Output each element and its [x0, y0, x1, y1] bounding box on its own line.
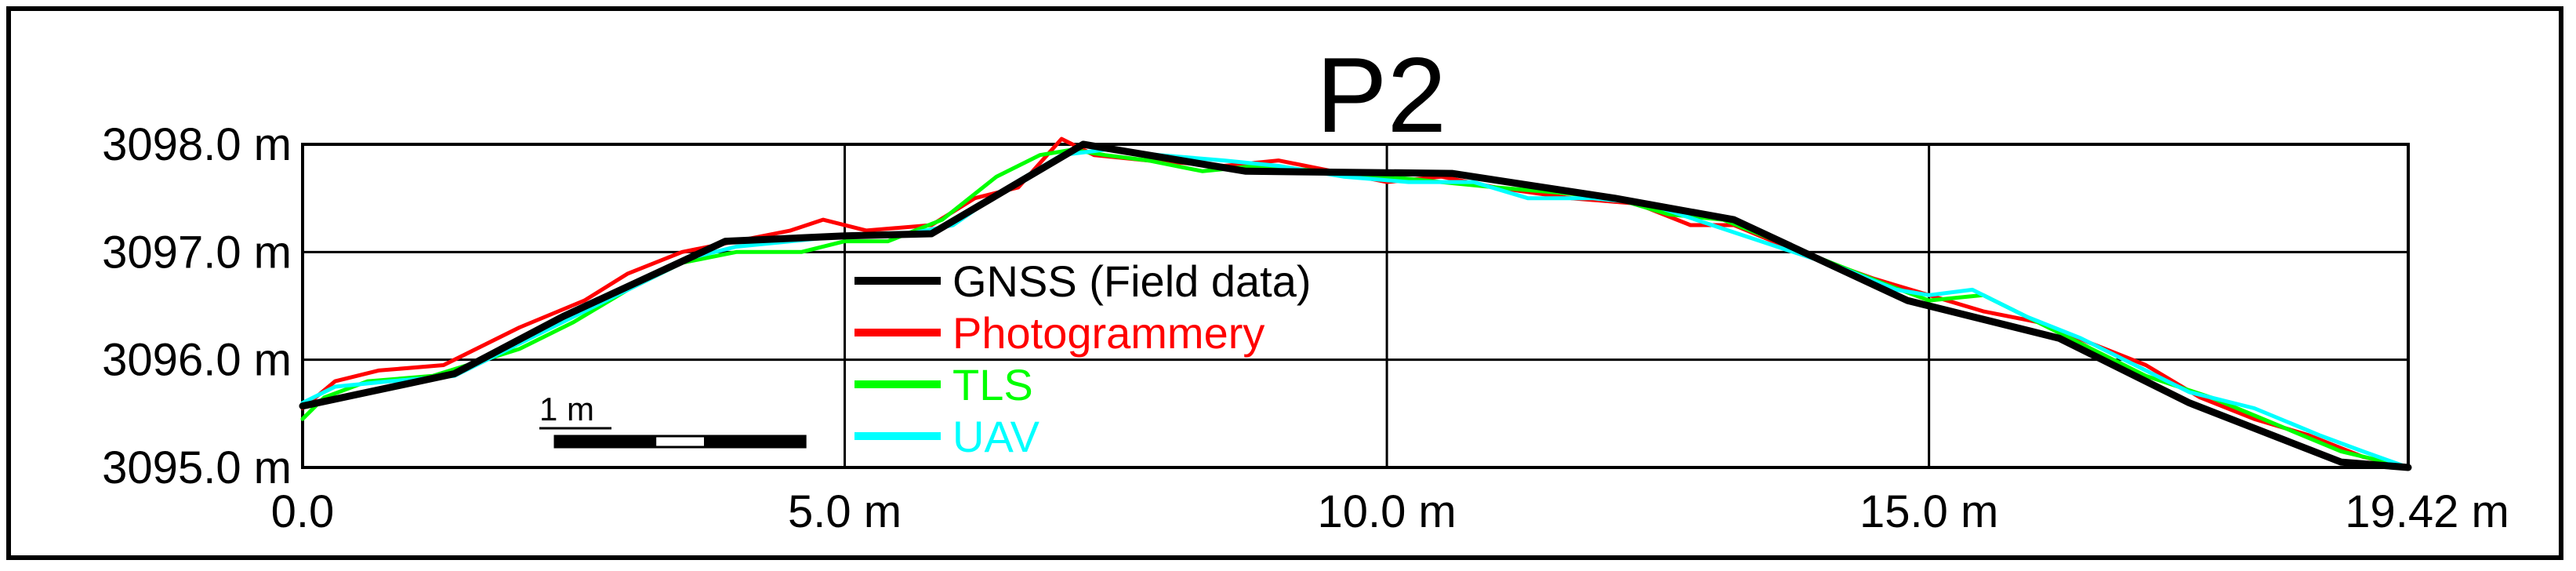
series-line-uav	[300, 147, 2411, 470]
plot-border	[301, 143, 2410, 469]
y-tick-label: 3096.0 m	[102, 335, 292, 386]
series-line-photogrammery	[300, 136, 2411, 470]
tick-layer: 0.0 5.0 m 10.0 m 15.0 m 19.42 m 3098.0 m 3097.…	[102, 119, 2509, 537]
legend-label: UAV	[952, 412, 1040, 461]
x-tick-label: 5.0 m	[788, 486, 902, 537]
legend-label: TLS	[952, 360, 1033, 409]
y-tick-label: 3095.0 m	[102, 442, 292, 493]
series-line-gnss-field-data	[299, 140, 2412, 471]
x-tick-label: 15.0 m	[1859, 486, 1998, 537]
legend-label: GNSS (Field data)	[952, 256, 1312, 306]
series-layer	[299, 136, 2412, 471]
scale-bar-segment	[604, 435, 657, 449]
series-line-tls	[300, 147, 2411, 470]
x-tick-label: 19.42 m	[2345, 486, 2509, 537]
legend-label: Photogrammery	[952, 308, 1264, 358]
scale-bar-segment	[553, 435, 607, 449]
x-tick-label: 0.0	[271, 486, 335, 537]
scale-bar: 1 m	[539, 391, 807, 449]
y-tick-label: 3098.0 m	[102, 119, 292, 170]
chart-title: P2	[1316, 35, 1446, 155]
scale-bar-segment	[753, 435, 807, 449]
grid-layer	[303, 144, 2408, 467]
scale-bar-segment	[654, 435, 707, 449]
scale-bar-segment	[704, 435, 756, 449]
y-tick-label: 3097.0 m	[102, 227, 292, 278]
scale-bar-label: 1 m	[539, 391, 594, 427]
x-tick-label: 10.0 m	[1317, 486, 1456, 537]
